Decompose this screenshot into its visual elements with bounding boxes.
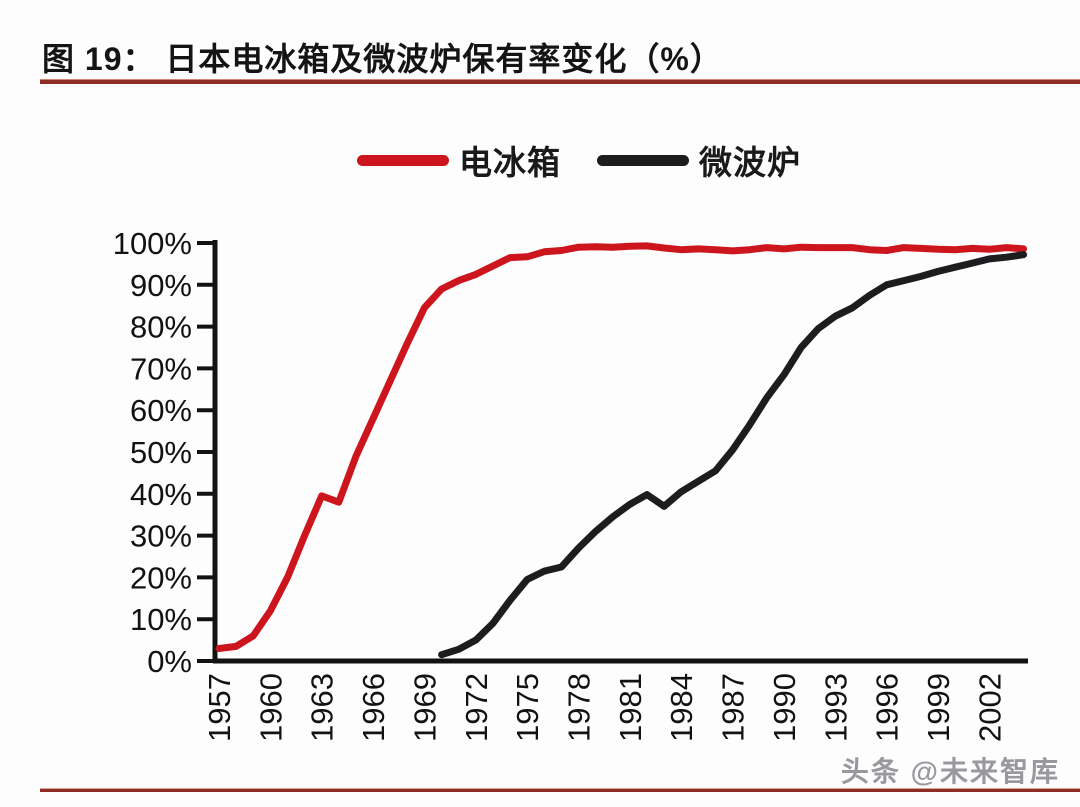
y-tick-label: 10% [130,602,192,637]
legend-label-refrigerator: 电冰箱 [459,144,561,181]
y-tick-label: 60% [130,393,192,428]
watermark: 头条 @未来智库 [840,756,1060,787]
y-tick-label: 0% [147,644,192,679]
y-tick-label: 30% [130,519,192,554]
y-tick-label: 100% [113,226,192,261]
refrigerator-line-swatch [357,154,449,166]
y-tick-label: 90% [130,268,192,303]
legend-label-microwave: 微波炉 [699,144,801,181]
x-tick-label: 1987 [716,673,751,742]
y-tick-label: 70% [130,351,192,386]
x-tick-label: 1996 [870,673,905,742]
x-tick-label: 1990 [767,673,802,742]
x-tick-label: 1993 [818,673,853,742]
y-tick-label: 40% [130,477,192,512]
y-tick-label: 50% [130,435,192,470]
x-tick-label: 1960 [253,673,288,742]
x-tick-label: 1957 [202,673,237,742]
x-tick-label: 1969 [407,673,442,742]
x-tick-label: 1999 [921,673,956,742]
refrigerator-series-line [215,242,1028,652]
x-tick-label: 1972 [459,673,494,742]
y-tick-label: 20% [130,560,192,595]
x-tick-label: 1966 [356,673,391,742]
x-tick-label: 2002 [972,673,1007,742]
x-tick-label: 1984 [664,673,699,742]
figure-title: 图 19： 日本电冰箱及微波炉保有率变化（%） [42,41,723,77]
x-tick-label: 1981 [613,673,648,742]
y-tick-label: 80% [130,310,192,345]
x-tick-label: 1978 [562,673,597,742]
chart-legend: 电冰箱 微波炉 [357,138,801,182]
legend-item-microwave: 微波炉 [597,136,801,184]
x-tick-label: 1975 [510,673,545,742]
microwave-series-line [438,251,1028,659]
x-tick-label: 1963 [305,673,340,742]
footer-rule [40,788,1080,792]
microwave-line-swatch [597,154,689,166]
title-underline-rule [40,79,1080,84]
legend-item-refrigerator: 电冰箱 [357,136,561,184]
